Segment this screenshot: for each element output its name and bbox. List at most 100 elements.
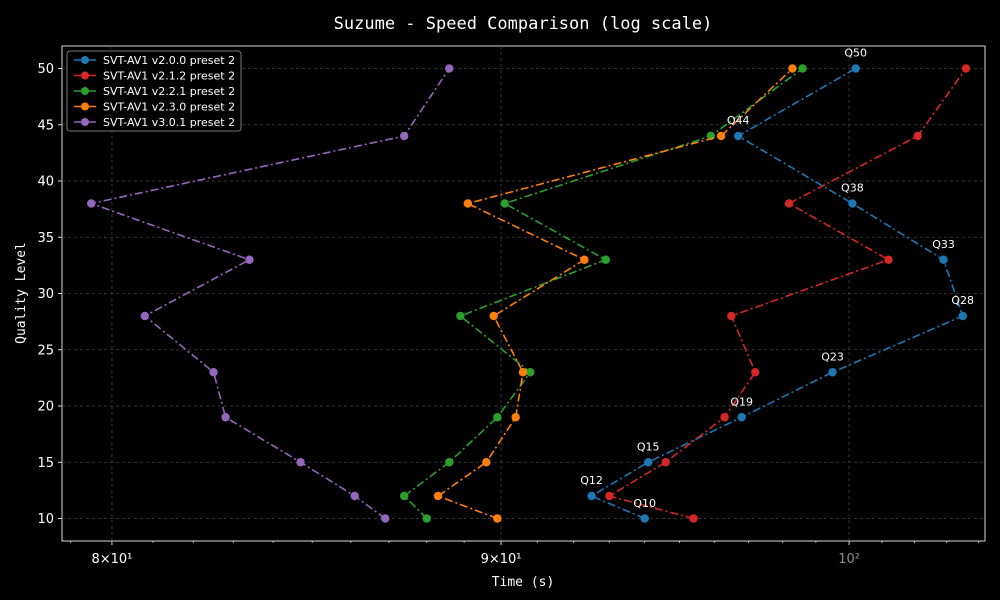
data-point (784, 199, 794, 208)
data-point (727, 311, 736, 321)
legend-entry: SVT-AV1 v3.0.1 preset 2 (103, 116, 235, 129)
data-point (913, 131, 922, 141)
data-point (605, 491, 614, 501)
legend: SVT-AV1 v2.0.0 preset 2 SVT-AV1 v2.1.2 pr… (66, 50, 242, 132)
y-axis-ticks: 10 15 20 25 30 35 40 45 50 (37, 62, 62, 527)
y-tick-label: 30 (37, 287, 54, 302)
data-point (493, 514, 502, 523)
legend-entry: SVT-AV1 v2.0.0 preset 2 (103, 54, 235, 67)
x-axis-ticks: 8×10¹ 9×10¹ 10² (69, 541, 980, 567)
series-layer (87, 64, 971, 523)
series-line (88, 68, 450, 520)
legend-swatch-marker (81, 56, 89, 64)
legend-entry: SVT-AV1 v2.1.2 preset 2 (103, 70, 235, 83)
data-point (433, 491, 443, 501)
data-point (720, 413, 729, 422)
data-point (939, 255, 948, 264)
data-point (493, 413, 502, 422)
point-annotation: Q12 (580, 474, 603, 487)
data-point (848, 199, 857, 208)
y-tick-label: 45 (37, 118, 54, 133)
data-point (851, 64, 860, 73)
data-point (828, 368, 837, 377)
data-point (737, 413, 746, 422)
data-point (87, 199, 96, 208)
series-1 (605, 64, 971, 523)
data-point (716, 131, 726, 141)
data-point (245, 255, 254, 264)
data-point (500, 199, 509, 208)
data-point (140, 311, 149, 321)
data-point (399, 131, 409, 141)
data-point (640, 514, 649, 523)
data-point (587, 491, 596, 501)
data-point (518, 368, 528, 377)
data-point (661, 458, 670, 467)
y-tick-label: 35 (37, 231, 54, 246)
data-point (884, 255, 893, 264)
data-point (445, 64, 454, 73)
point-annotation: Q19 (730, 395, 753, 408)
data-point (399, 491, 409, 501)
point-annotation: Q50 (844, 47, 867, 60)
data-point (526, 368, 535, 377)
legend-swatch-marker (81, 118, 89, 126)
data-point (463, 199, 473, 208)
data-point (788, 64, 797, 73)
x-tick-label: 8×10¹ (91, 552, 132, 567)
series-line (402, 67, 803, 520)
x-axis-label: Time (s) (492, 575, 555, 590)
data-point (601, 255, 610, 264)
data-point (350, 491, 359, 501)
y-tick-label: 20 (37, 400, 54, 415)
series-line (607, 68, 967, 520)
data-point (422, 514, 431, 523)
grid-lines (62, 46, 985, 541)
point-annotation: Q28 (951, 294, 974, 307)
legend-box (66, 50, 242, 132)
point-annotation: Q15 (637, 440, 660, 453)
data-point (296, 458, 305, 467)
x-tick-label: 9×10¹ (481, 552, 522, 567)
point-annotation: Q38 (841, 182, 864, 195)
point-annotation: Q33 (932, 238, 955, 251)
series-3 (433, 64, 797, 523)
chart-title: Suzume - Speed Comparison (log scale) (334, 14, 713, 34)
y-tick-label: 15 (37, 456, 54, 471)
data-point (456, 311, 465, 321)
data-point (689, 514, 698, 523)
data-point (489, 311, 498, 321)
data-point (958, 311, 967, 321)
x-tick-label: 10² (838, 552, 860, 567)
series-2 (399, 64, 807, 523)
series-line (436, 67, 793, 520)
data-point (511, 413, 520, 422)
data-point (643, 458, 653, 467)
point-annotation: Q23 (821, 350, 844, 363)
y-tick-label: 50 (37, 62, 54, 77)
data-point (798, 64, 807, 73)
data-point (751, 368, 760, 377)
y-tick-label: 10 (37, 512, 54, 527)
legend-swatch-marker (81, 71, 89, 80)
data-point (961, 64, 971, 73)
data-point (209, 368, 218, 377)
data-point (734, 131, 743, 141)
legend-entry: SVT-AV1 v2.2.1 preset 2 (103, 85, 235, 98)
point-annotation: Q44 (727, 114, 750, 127)
series-0 (587, 64, 967, 523)
data-point (482, 458, 491, 467)
series-4 (87, 64, 454, 523)
data-point (221, 413, 230, 422)
legend-entry: SVT-AV1 v2.3.0 preset 2 (103, 101, 235, 114)
data-point (580, 255, 589, 264)
y-tick-label: 25 (37, 343, 54, 358)
legend-swatch-marker (81, 102, 89, 111)
legend-swatch-marker (81, 87, 89, 95)
data-point (381, 514, 390, 523)
annotation-layer: Q10 Q12 Q15 Q19 Q23 Q28 Q33 Q38 Q44 Q50 (580, 47, 974, 510)
data-point (445, 458, 454, 467)
y-tick-label: 40 (37, 175, 54, 190)
y-axis-label: Quality Level (14, 242, 29, 344)
